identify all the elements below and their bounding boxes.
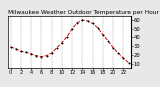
Text: Milwaukee Weather Outdoor Temperature per Hour (Last 24 Hours): Milwaukee Weather Outdoor Temperature pe…	[8, 10, 160, 15]
